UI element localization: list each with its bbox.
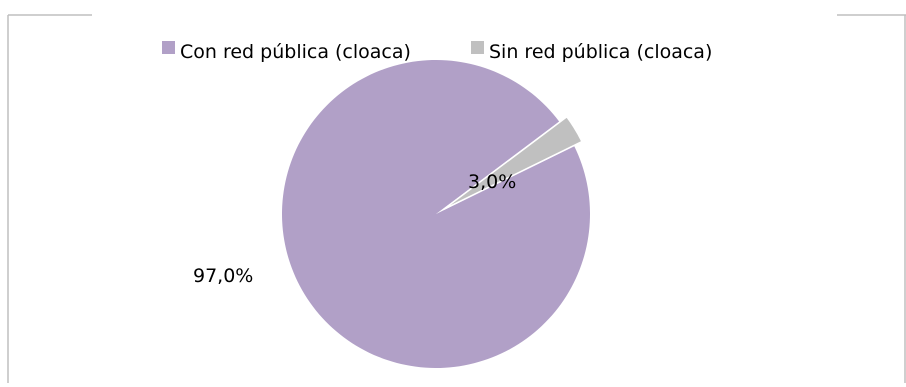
pie-slices [282,60,591,369]
data-label: 97,0% [193,265,253,287]
legend-label: Sin red pública (cloaca) [489,41,712,63]
legend-swatch [162,41,175,54]
chart-border [7,14,906,383]
data-labels: 97,0% 3,0% [193,171,516,287]
legend-swatch [471,41,484,54]
data-label: 3,0% [468,171,516,193]
pie-slice-con-red-publica [282,60,591,369]
legend: Con red pública (cloaca) Sin red pública … [162,41,712,63]
pie-slice-sin-red-publica [443,115,583,210]
legend-label: Con red pública (cloaca) [180,41,411,63]
